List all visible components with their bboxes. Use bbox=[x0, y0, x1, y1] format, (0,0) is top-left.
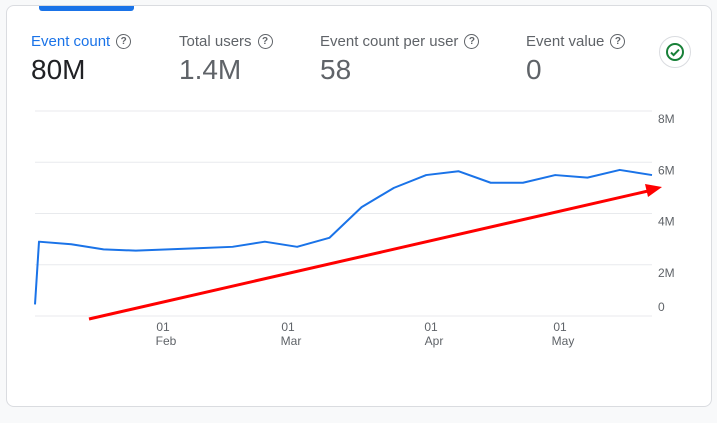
metric-value: 80M bbox=[31, 54, 86, 85]
metric-value: 58 bbox=[320, 54, 352, 85]
help-circle-icon[interactable]: ? bbox=[257, 34, 273, 49]
y-tick-label: 6M bbox=[658, 163, 675, 177]
x-tick-day: 01 bbox=[424, 320, 438, 334]
metric-total-users[interactable]: Total users? 1.4M bbox=[179, 33, 273, 86]
x-tick-day: 01 bbox=[553, 320, 567, 334]
y-tick-label: 0 bbox=[658, 300, 665, 314]
y-tick-label: 8M bbox=[658, 112, 675, 126]
series-line bbox=[34, 168, 653, 305]
metric-label: Event value bbox=[526, 33, 605, 50]
arrow-head-icon bbox=[645, 184, 662, 197]
y-tick-label: 2M bbox=[658, 266, 675, 280]
active-tab-indicator bbox=[39, 6, 134, 11]
metric-label: Event count bbox=[31, 33, 111, 50]
check-circle-icon[interactable] bbox=[659, 36, 691, 68]
help-circle-icon[interactable]: ? bbox=[116, 34, 132, 49]
x-tick-month: Apr bbox=[425, 334, 444, 348]
help-circle-icon[interactable]: ? bbox=[610, 34, 626, 49]
x-tick-day: 01 bbox=[281, 320, 295, 334]
metric-value: 1.4M bbox=[179, 54, 242, 85]
metrics-card: Event count? 80M Total users? 1.4M Event… bbox=[6, 5, 712, 407]
x-tick-month: Feb bbox=[156, 334, 177, 348]
metric-label: Event count per user bbox=[320, 33, 459, 50]
metric-value: 0 bbox=[526, 54, 542, 85]
metric-event-count[interactable]: Event count? 80M bbox=[31, 33, 132, 86]
metric-event-count-per-user[interactable]: Event count per user? 58 bbox=[320, 33, 480, 86]
annotation-arrow-line bbox=[88, 189, 649, 321]
y-tick-label: 4M bbox=[658, 215, 675, 229]
metric-label: Total users bbox=[179, 33, 252, 50]
metric-event-value[interactable]: Event value? 0 bbox=[526, 33, 626, 86]
x-tick-month: May bbox=[552, 334, 575, 348]
help-circle-icon[interactable]: ? bbox=[464, 34, 480, 49]
x-tick-month: Mar bbox=[281, 334, 302, 348]
x-tick-day: 01 bbox=[156, 320, 170, 334]
